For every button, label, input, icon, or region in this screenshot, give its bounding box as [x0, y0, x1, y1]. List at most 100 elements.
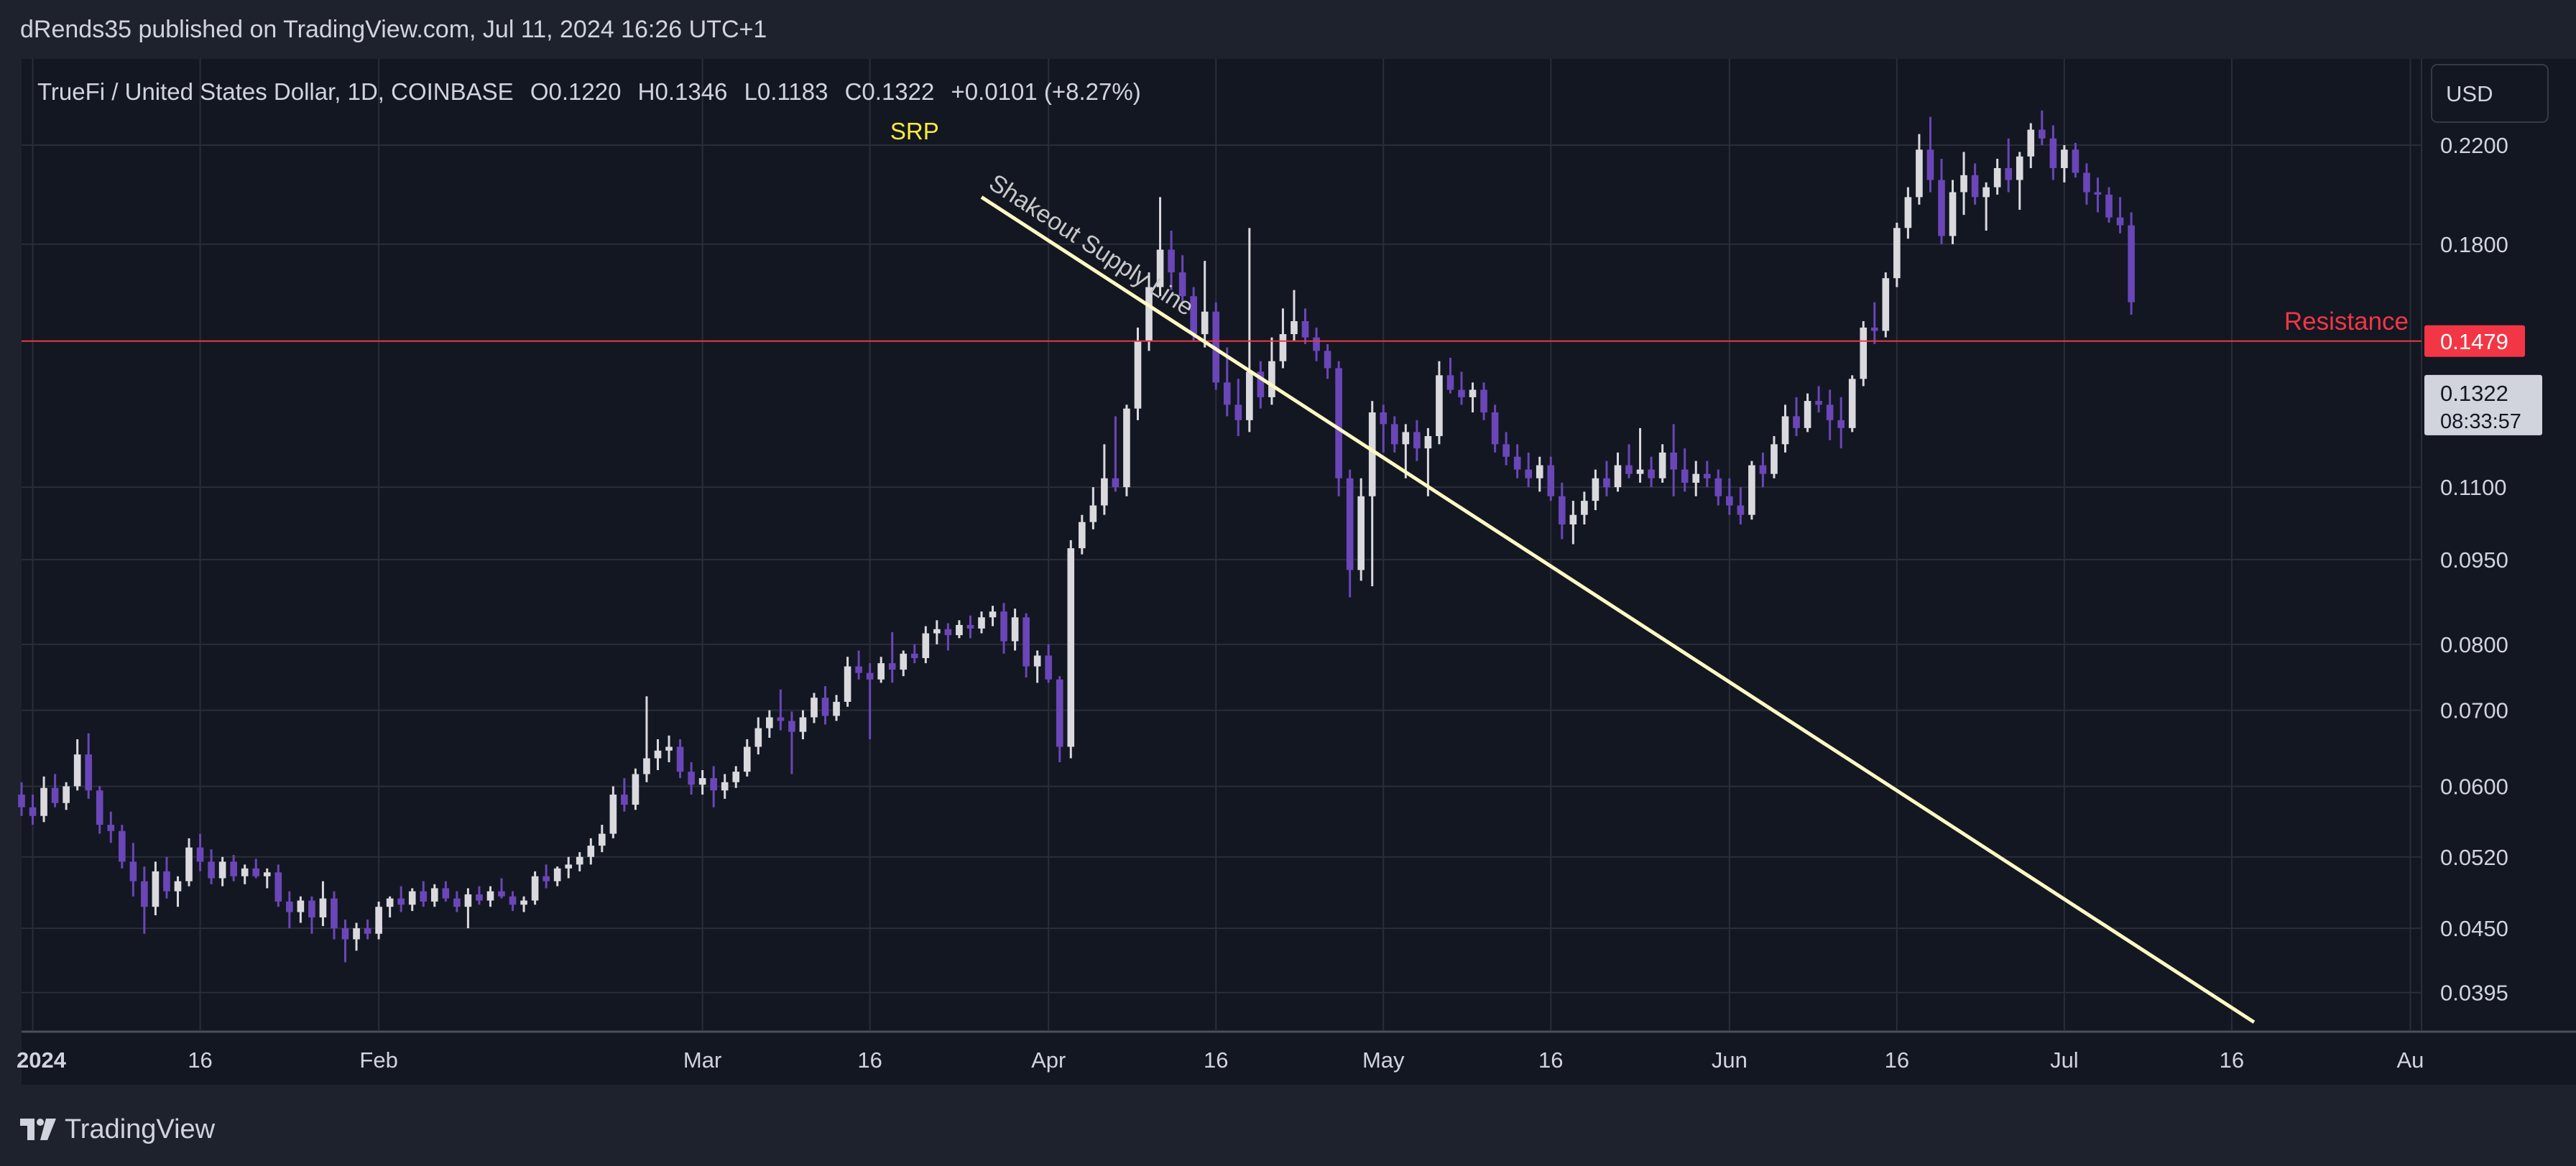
price-chart[interactable]: Resistance Shakeout Supply Line SRP 0.22… — [0, 0, 2576, 1085]
time-tick-label: 16 — [2220, 1047, 2244, 1073]
candle-body — [18, 795, 25, 808]
time-tick-label: Apr — [1031, 1047, 1066, 1073]
candle-body — [1737, 505, 1745, 515]
candle-body — [1513, 456, 1521, 470]
candle-body — [2083, 172, 2090, 193]
candle-body — [777, 717, 785, 721]
candle-body — [230, 861, 237, 876]
candle-body — [1234, 404, 1242, 420]
candle-body — [1781, 416, 1789, 445]
candle-body — [710, 778, 717, 791]
candle-body — [1870, 327, 1878, 331]
currency-label: USD — [2446, 81, 2493, 106]
candle-body — [956, 624, 963, 636]
candle-body — [1625, 465, 1633, 474]
candle-body — [1815, 401, 1822, 405]
candle-body — [1101, 478, 1108, 506]
candle-body — [252, 868, 260, 876]
candle-body — [654, 750, 662, 759]
candle-body — [118, 830, 126, 862]
candle-body — [1268, 361, 1275, 397]
candle-body — [1011, 617, 1019, 642]
price-axis-background — [2422, 59, 2576, 1030]
candle-body — [274, 872, 282, 902]
time-tick-label: 16 — [1538, 1047, 1563, 1073]
time-tick-label: Mar — [683, 1047, 721, 1073]
candle-body — [1033, 655, 1041, 667]
candle-body — [331, 898, 338, 929]
candle-body — [587, 846, 595, 857]
time-tick-label: May — [1362, 1047, 1405, 1073]
candle-body — [833, 701, 840, 716]
candle-body — [1993, 167, 2001, 188]
candle-body — [1056, 679, 1063, 747]
time-tick-label: Jul — [2050, 1047, 2079, 1073]
tradingview-logo[interactable]: TradingView — [20, 1114, 215, 1145]
candle-body — [141, 881, 148, 907]
candle-body — [576, 856, 583, 865]
candle-body — [2072, 149, 2079, 173]
candle-body — [1078, 522, 1086, 549]
candle-body — [632, 774, 640, 805]
candle-body — [308, 900, 315, 917]
candle-body — [855, 666, 862, 673]
candle-body — [966, 624, 974, 629]
candle-body — [609, 795, 617, 834]
ohlc-close: C0.1322 — [845, 78, 935, 105]
candle-body — [319, 898, 327, 917]
candle-body — [1368, 412, 1376, 496]
candle-body — [2116, 217, 2124, 226]
candle-body — [2049, 138, 2057, 168]
candle-body — [1804, 401, 1811, 428]
svg-text:TrueFi / United States Dollar,: TrueFi / United States Dollar, 1D, COINB… — [37, 78, 1141, 105]
candle-body — [933, 629, 941, 634]
candle-body — [1000, 611, 1007, 642]
candle-body — [910, 653, 918, 659]
currency-button[interactable]: USD — [2431, 64, 2549, 123]
candle-body — [509, 896, 517, 905]
candle-body — [1670, 452, 1677, 470]
candle-body — [1491, 412, 1499, 445]
time-axis-ticks: 2024 16 Feb Mar 16 Apr 16 May 16 Jun 16 Jul 16 Au — [17, 1047, 2424, 1073]
candle-body — [1692, 473, 1700, 483]
resistance-price-label: 0.1479 — [2440, 329, 2508, 354]
candle-body — [1469, 389, 1477, 397]
candle-body — [286, 901, 293, 912]
candle-body — [1067, 548, 1075, 747]
candle-body — [1759, 465, 1767, 474]
candle-body — [1201, 311, 1209, 335]
symbol-title: TrueFi / United States Dollar, 1D, COINB… — [37, 78, 514, 105]
candle-body — [1178, 272, 1186, 297]
candle-body — [1949, 192, 1957, 236]
candle-body — [241, 868, 249, 876]
candle-body — [364, 928, 371, 934]
candle-body — [1926, 149, 1934, 180]
price-tick-label: 0.0520 — [2440, 845, 2508, 870]
candle-body — [486, 891, 494, 901]
candle-body — [1089, 505, 1097, 522]
candle-body — [196, 847, 204, 862]
candle-body — [811, 698, 818, 718]
last-price-label: 0.1322 — [2440, 381, 2508, 406]
candle-body — [1581, 501, 1588, 515]
candle-body — [498, 891, 505, 897]
candle-body — [1793, 416, 1800, 428]
candle-body — [1592, 478, 1599, 501]
candle-body — [386, 898, 394, 907]
candle-series — [18, 110, 2135, 963]
candle-body — [408, 891, 416, 905]
candle-body — [152, 871, 160, 907]
candle-body — [107, 825, 115, 831]
price-tick-label: 0.2200 — [2440, 133, 2508, 158]
candle-body — [353, 928, 360, 940]
price-tick-label: 0.0450 — [2440, 916, 2508, 941]
candle-body — [900, 653, 908, 670]
trendline-shakeout-supply[interactable] — [980, 195, 2256, 1024]
grid-lines — [22, 59, 2422, 1030]
candle-body — [29, 807, 37, 816]
candle-body — [978, 617, 985, 629]
candle-body — [73, 754, 81, 787]
candle-body — [844, 666, 851, 702]
candle-body — [1156, 249, 1164, 287]
candle-body — [1112, 478, 1120, 488]
